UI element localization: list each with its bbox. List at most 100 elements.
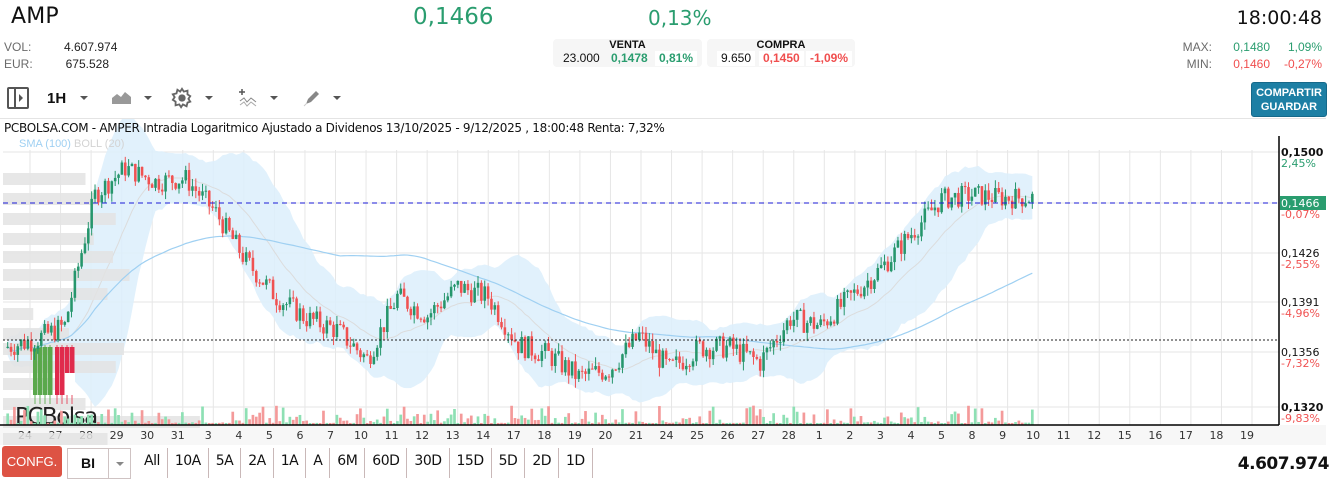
- svg-text:2: 2: [846, 429, 853, 442]
- compra-box: COMPRA 9.650 0,1450 -1,09%: [707, 39, 855, 67]
- range-button-a[interactable]: A: [306, 448, 331, 478]
- bollinger-band: [7, 119, 1033, 407]
- total-volume: 4.607.974: [1237, 454, 1330, 474]
- svg-text:0,1426: 0,1426: [1281, 247, 1320, 260]
- svg-text:18: 18: [537, 429, 551, 442]
- max-pct: 1,09%: [1287, 40, 1322, 54]
- svg-text:27: 27: [751, 429, 765, 442]
- svg-text:19: 19: [568, 429, 582, 442]
- chart-toolbar: 1H: [0, 84, 1342, 112]
- change-percent: 0,13%: [648, 6, 712, 30]
- svg-text:29: 29: [110, 429, 124, 442]
- venta-qty: 23.000: [563, 51, 600, 65]
- quote-header: AMP 0,1466 0,13% 18:00:48 VOL: 4.607.974…: [0, 0, 1342, 80]
- range-button-6m[interactable]: 6M: [330, 448, 366, 478]
- drawing-tools-dropdown[interactable]: [303, 84, 341, 112]
- svg-text:-7,32%: -7,32%: [1281, 357, 1320, 370]
- chevron-down-icon: [333, 96, 341, 100]
- venta-title: VENTA: [609, 39, 646, 51]
- candlestick-chart-canvas[interactable]: 2427282930313456710111213141718192021242…: [0, 119, 1326, 445]
- range-button-2a[interactable]: 2A: [241, 448, 274, 478]
- range-button-1d[interactable]: 1D: [559, 448, 593, 478]
- area-chart-icon: [112, 92, 131, 104]
- eur-label: EUR:: [4, 57, 33, 71]
- svg-text:30: 30: [140, 429, 154, 442]
- chevron-down-icon: [80, 96, 89, 100]
- scale-select-toggle[interactable]: [108, 449, 131, 478]
- svg-text:4: 4: [907, 429, 914, 442]
- indicator-add-icon: [239, 89, 257, 107]
- range-button-5d[interactable]: 5D: [492, 448, 526, 478]
- svg-text:3: 3: [877, 429, 884, 442]
- legend-boll[interactable]: BOLL (20): [74, 138, 125, 150]
- min-pct: -0,27%: [1283, 57, 1322, 71]
- svg-text:26: 26: [721, 429, 735, 442]
- svg-text:5: 5: [266, 429, 273, 442]
- svg-text:8: 8: [969, 429, 976, 442]
- config-button[interactable]: CONFG.: [2, 446, 62, 477]
- indicator-legend[interactable]: SMA (100) BOLL (20): [19, 138, 124, 150]
- eur-value: 675.528: [65, 57, 109, 71]
- indicators-dropdown[interactable]: [238, 84, 278, 112]
- svg-text:6: 6: [296, 429, 303, 442]
- svg-text:10: 10: [354, 429, 368, 442]
- settings-dropdown[interactable]: [171, 84, 213, 112]
- svg-text:5: 5: [938, 429, 945, 442]
- scale-select-value: BI: [81, 455, 95, 471]
- sma-100-line: [7, 235, 1033, 352]
- svg-text:0,1356: 0,1356: [1281, 346, 1320, 359]
- venta-pct: 0,81%: [655, 51, 698, 66]
- compra-pct: -1,09%: [806, 51, 853, 66]
- svg-text:24: 24: [660, 429, 674, 442]
- svg-text:25: 25: [690, 429, 704, 442]
- panel-toggle-icon: [7, 87, 29, 109]
- svg-text:17: 17: [507, 429, 521, 442]
- max-label: MAX:: [1182, 40, 1212, 54]
- range-button-all[interactable]: All: [138, 448, 168, 478]
- svg-text:2,45%: 2,45%: [1281, 157, 1316, 170]
- range-button-60d[interactable]: 60D: [365, 448, 408, 478]
- range-button-1a[interactable]: 1A: [274, 448, 307, 478]
- range-button-30d[interactable]: 30D: [407, 448, 450, 478]
- svg-text:9: 9: [999, 429, 1006, 442]
- scale-select[interactable]: BI: [67, 448, 131, 479]
- chart-type-dropdown[interactable]: [112, 84, 152, 112]
- legend-sma[interactable]: SMA (100): [19, 138, 71, 150]
- svg-text:21: 21: [629, 429, 643, 442]
- compra-title: COMPRA: [756, 39, 806, 51]
- svg-text:28: 28: [782, 429, 796, 442]
- interval-dropdown[interactable]: 1H: [47, 84, 89, 112]
- svg-text:-0,07%: -0,07%: [1281, 208, 1320, 221]
- range-button-10a[interactable]: 10A: [168, 448, 209, 478]
- svg-text:7: 7: [327, 429, 334, 442]
- volume-label: VOL:: [4, 40, 32, 54]
- min-row: MIN: 0,1460 -0,27%: [1187, 57, 1322, 71]
- chevron-down-icon: [116, 461, 124, 466]
- chevron-down-icon: [205, 96, 213, 100]
- range-selector: All 10A 5A 2A 1A A 6M 60D 30D 15D 5D 2D 1D: [138, 448, 593, 478]
- volume-value: 4.607.974: [64, 40, 118, 54]
- share-label: COMPARTIR: [1256, 87, 1322, 99]
- range-button-15d[interactable]: 15D: [450, 448, 492, 478]
- svg-text:18: 18: [1209, 429, 1223, 442]
- last-price: 0,1466: [413, 4, 494, 30]
- svg-text:3: 3: [205, 429, 212, 442]
- eur-row: EUR: 675.528: [4, 57, 109, 71]
- quote-time: 18:00:48: [1236, 7, 1322, 29]
- svg-text:4: 4: [235, 429, 242, 442]
- ticker-symbol: AMP: [11, 4, 59, 29]
- toggle-panel-button[interactable]: [6, 84, 30, 112]
- range-button-5a[interactable]: 5A: [209, 448, 242, 478]
- svg-text:13: 13: [446, 429, 460, 442]
- range-button-2d[interactable]: 2D: [525, 448, 559, 478]
- price-chart[interactable]: 2427282930313456710111213141718192021242…: [0, 118, 1326, 445]
- compra-qty: 9.650: [717, 51, 756, 66]
- share-save-button[interactable]: COMPARTIR GUARDAR: [1251, 82, 1327, 117]
- chart-title: PCBOLSA.COM - AMPER Intradia Logaritmico…: [4, 121, 665, 135]
- svg-text:16: 16: [1148, 429, 1162, 442]
- svg-text:31: 31: [171, 429, 185, 442]
- gear-icon: [171, 87, 192, 109]
- svg-text:12: 12: [415, 429, 429, 442]
- compra-price: 0,1450: [759, 51, 804, 66]
- svg-text:20: 20: [598, 429, 612, 442]
